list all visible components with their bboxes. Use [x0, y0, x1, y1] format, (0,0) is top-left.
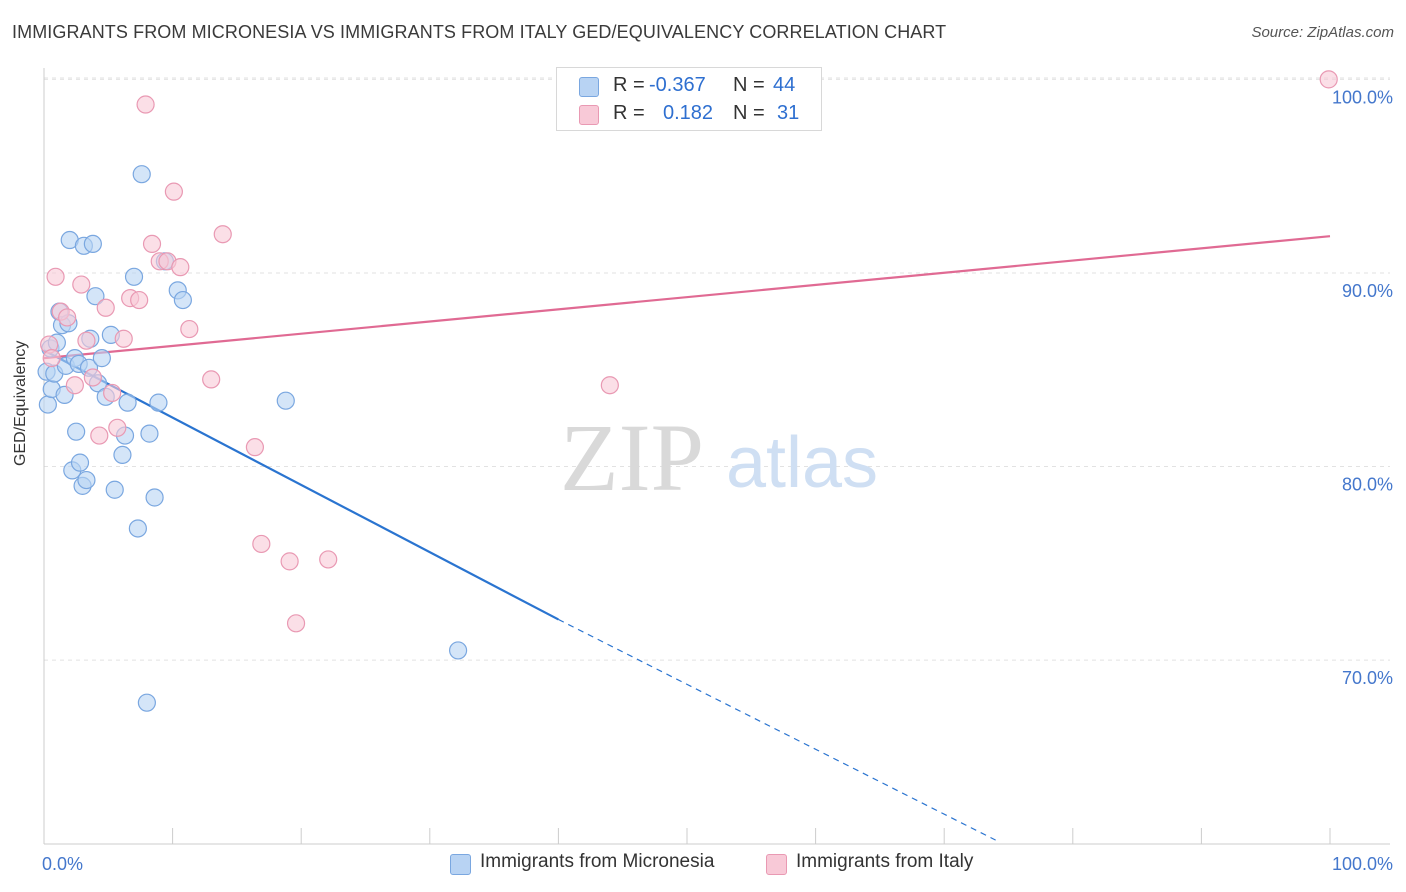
point-italy	[600, 376, 619, 395]
point-micronesia	[77, 470, 96, 490]
point-micronesia	[83, 234, 102, 254]
legend-r-label: R =	[613, 74, 645, 96]
point-micronesia	[38, 395, 57, 414]
point-italy	[58, 308, 77, 327]
point-italy	[136, 95, 155, 114]
legend-n-label: N =	[733, 74, 765, 96]
y-tick-label: 90.0%	[1342, 281, 1393, 301]
data-points	[37, 70, 1338, 712]
point-micronesia	[92, 349, 111, 368]
stats-legend: R = -0.367 N = 44 R = 0.182 N = 31	[556, 67, 822, 131]
point-italy	[319, 550, 338, 569]
point-italy	[90, 426, 109, 445]
point-micronesia	[105, 480, 124, 499]
point-italy	[130, 290, 149, 310]
tick-labels: 70.0% 80.0% 90.0% 100.0% 0.0% 100.0%	[42, 87, 1393, 874]
bottom-swatch-micronesia	[450, 854, 471, 875]
legend-row-italy: R = 0.182 N = 31	[557, 102, 821, 128]
point-micronesia	[448, 641, 468, 660]
point-italy	[108, 418, 127, 437]
point-micronesia	[118, 393, 137, 412]
point-micronesia	[113, 445, 132, 465]
bottom-legend-label-italy: Immigrants from Italy	[796, 851, 974, 872]
y-tick-label: 100.0%	[1332, 87, 1393, 107]
trend-lines	[43, 235, 1331, 841]
point-italy	[1319, 70, 1338, 89]
legend-swatch-micronesia	[579, 77, 599, 97]
point-italy	[77, 331, 96, 350]
x-tick-label-min: 0.0%	[42, 854, 83, 874]
point-micronesia	[149, 393, 168, 412]
point-italy	[65, 376, 84, 395]
chart-title: IMMIGRANTS FROM MICRONESIA VS IMMIGRANTS…	[12, 22, 947, 42]
point-italy	[72, 275, 91, 294]
point-italy	[245, 438, 265, 457]
x-tick-label-max: 100.0%	[1332, 854, 1393, 874]
legend-n-label: N =	[733, 102, 765, 124]
point-micronesia	[86, 287, 105, 306]
point-italy	[142, 234, 162, 254]
point-italy	[103, 383, 122, 403]
point-micronesia	[145, 488, 164, 507]
legend-swatch-italy	[579, 105, 599, 125]
y-tick-label: 70.0%	[1342, 668, 1393, 688]
y-axis-label: GED/Equivalency	[12, 340, 29, 466]
legend-row-micronesia: R = -0.367 N = 44	[557, 74, 821, 100]
legend-r-label: R =	[613, 102, 645, 124]
watermark-atlas: atlas	[726, 423, 878, 503]
bottom-swatch-italy	[766, 854, 787, 875]
legend-r-value: -0.367	[649, 74, 706, 96]
point-micronesia	[137, 693, 156, 712]
source-label: Source: ZipAtlas.com	[1251, 24, 1394, 41]
grid-lines	[44, 77, 1390, 661]
axes	[43, 68, 1390, 845]
point-italy	[83, 368, 102, 387]
point-italy	[42, 349, 61, 368]
point-italy	[164, 182, 183, 201]
watermark: ZIP atlas	[560, 404, 878, 511]
y-tick-label: 80.0%	[1342, 475, 1393, 495]
legend-n-value: 44	[773, 74, 796, 96]
point-micronesia	[132, 165, 151, 184]
point-italy	[96, 298, 115, 317]
point-micronesia	[276, 391, 295, 410]
bottom-legend-label-micronesia: Immigrants from Micronesia	[480, 851, 715, 872]
point-italy	[46, 267, 65, 286]
point-italy	[114, 329, 133, 348]
point-italy	[180, 319, 199, 339]
point-micronesia	[124, 267, 144, 286]
point-micronesia	[70, 453, 90, 472]
point-micronesia	[140, 424, 159, 443]
point-micronesia	[173, 290, 192, 310]
legend-r-value: 0.182	[663, 102, 714, 124]
legend-n-value: 31	[777, 102, 800, 124]
trend-line-italy	[43, 235, 1331, 360]
point-italy	[286, 614, 306, 633]
point-italy	[252, 534, 271, 554]
point-micronesia	[67, 422, 86, 441]
point-micronesia	[128, 519, 147, 538]
watermark-zip: ZIP	[560, 404, 704, 511]
trend-line-micronesia-extension	[558, 618, 996, 841]
point-italy	[202, 370, 221, 389]
point-italy	[171, 258, 190, 277]
point-italy	[213, 225, 232, 244]
point-italy	[280, 552, 299, 571]
